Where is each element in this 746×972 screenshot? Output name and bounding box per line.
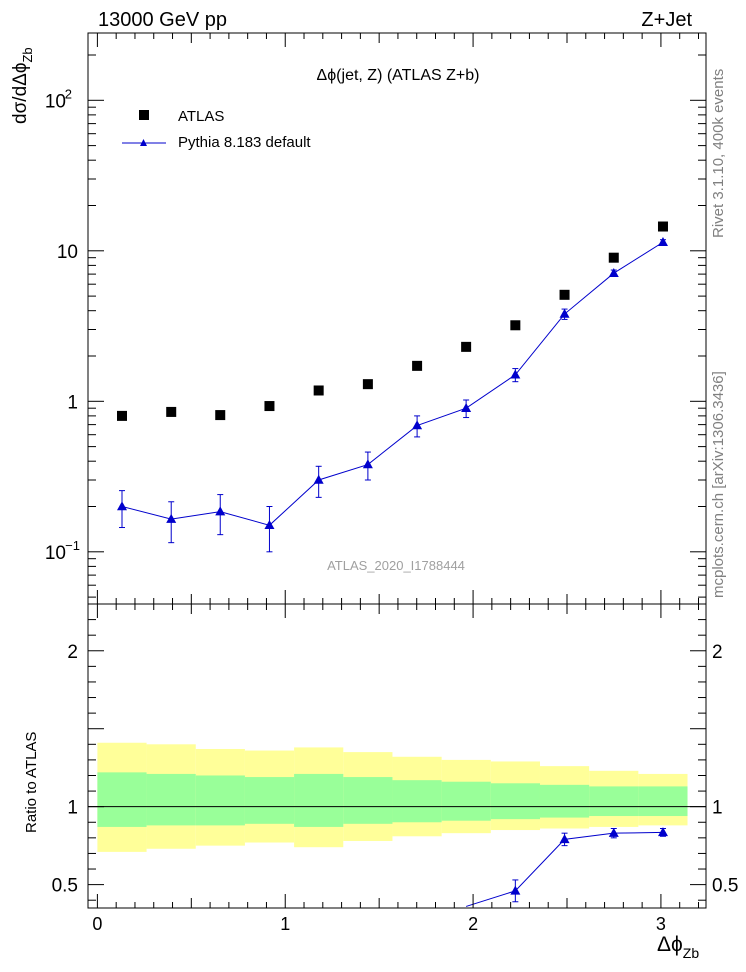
legend-pythia-marker	[140, 139, 147, 146]
ratio-xtick-label: 2	[468, 914, 478, 934]
atlas-point	[657, 221, 668, 232]
pythia-point	[313, 474, 324, 484]
pythia-point	[608, 267, 619, 277]
legend-atlas-label: ATLAS	[178, 108, 224, 125]
ratio-band-stat	[146, 773, 196, 826]
atlas-point	[215, 410, 226, 421]
ratio-band-stat	[195, 775, 245, 826]
ratio-ytick-label-right: 2	[712, 642, 723, 663]
ratio-band-stat	[392, 780, 442, 823]
legend: ATLAS Pythia 8.183 default	[122, 108, 311, 151]
pythia-point	[264, 520, 275, 530]
ratio-plot-marks	[88, 742, 706, 907]
ratio-band-stat	[343, 777, 393, 824]
ratio-pythia-point	[608, 827, 619, 837]
main-ytick-label: 10	[45, 543, 66, 564]
ratio-panel: 0 1 2 3 0.5 0.5 1 1 2 2 Ratio to ATLAS ΔϕZb	[23, 603, 738, 961]
main-ytick-exponent: −1	[65, 538, 80, 553]
ratio-band-stat	[638, 786, 688, 817]
ratio-xtick-label: 3	[656, 914, 666, 934]
atlas-point	[608, 252, 619, 263]
pythia-point	[412, 420, 423, 430]
ratio-band-stat	[97, 772, 147, 827]
ratio-band-stat	[244, 777, 295, 824]
ratio-xtick-label: 1	[280, 914, 290, 934]
main-plot-marks	[116, 221, 668, 553]
ratio-band-stat	[539, 784, 590, 818]
atlas-point	[313, 385, 324, 396]
ratio-band-stat	[490, 783, 540, 820]
ratio-ytick-label-right: 0.5	[712, 876, 738, 897]
pythia-point	[510, 369, 521, 379]
pythia-line	[121, 241, 664, 526]
atlas-point	[166, 406, 177, 417]
ratio-pythia-point	[559, 834, 570, 844]
header-right: Z+Jet	[641, 9, 692, 31]
legend-atlas-marker	[139, 110, 149, 120]
ratio-pythia-point	[657, 827, 668, 837]
main-ytick-label: 1	[67, 392, 78, 413]
header-left: 13000 GeV pp	[98, 9, 227, 31]
mcplots-label: mcplots.cern.ch [arXiv:1306.3436]	[710, 371, 727, 598]
ratio-band-stat	[441, 781, 491, 821]
pythia-point	[166, 513, 177, 523]
main-ytick-exponent: 2	[65, 86, 72, 101]
analysis-watermark: ATLAS_2020_I1788444	[327, 558, 465, 573]
ratio-ytick-label-right: 1	[712, 798, 723, 819]
main-ylabel: dσ/dΔϕZb	[10, 47, 35, 124]
ratio-ytick-label-left: 2	[67, 642, 78, 663]
atlas-point	[461, 341, 472, 352]
atlas-point	[412, 360, 423, 371]
pythia-point	[215, 506, 226, 516]
pythia-point	[559, 308, 570, 318]
pythia-point	[461, 402, 472, 412]
pythia-point	[362, 459, 373, 469]
ratio-band-stat	[294, 773, 344, 827]
ratio-ytick-label-left: 1	[67, 798, 78, 819]
ratio-ytick-label-left: 0.5	[52, 876, 78, 897]
plot-title: Δϕ(jet, Z) (ATLAS Z+b)	[317, 67, 480, 84]
ratio-frame	[87, 603, 707, 909]
pythia-point	[657, 236, 668, 246]
pythia-point	[116, 501, 127, 511]
ratio-ylabel: Ratio to ATLAS	[23, 732, 40, 833]
ratio-axes: 0 1 2 3 0.5 0.5 1 1 2 2	[52, 603, 738, 934]
atlas-point	[116, 410, 127, 421]
main-ytick-label: 10	[45, 91, 66, 112]
main-ytick-label: 10	[57, 242, 78, 263]
ratio-pythia-point	[510, 885, 521, 895]
atlas-point	[362, 379, 373, 390]
ratio-band-stat	[589, 786, 639, 817]
atlas-point	[559, 289, 570, 300]
legend-pythia-label: Pythia 8.183 default	[178, 134, 311, 151]
atlas-point	[510, 320, 521, 331]
ratio-xtick-label: 0	[92, 914, 102, 934]
atlas-point	[264, 401, 275, 412]
rivet-label: Rivet 3.1.10, 400k events	[710, 69, 727, 238]
ratio-xlabel: ΔϕZb	[657, 933, 699, 961]
